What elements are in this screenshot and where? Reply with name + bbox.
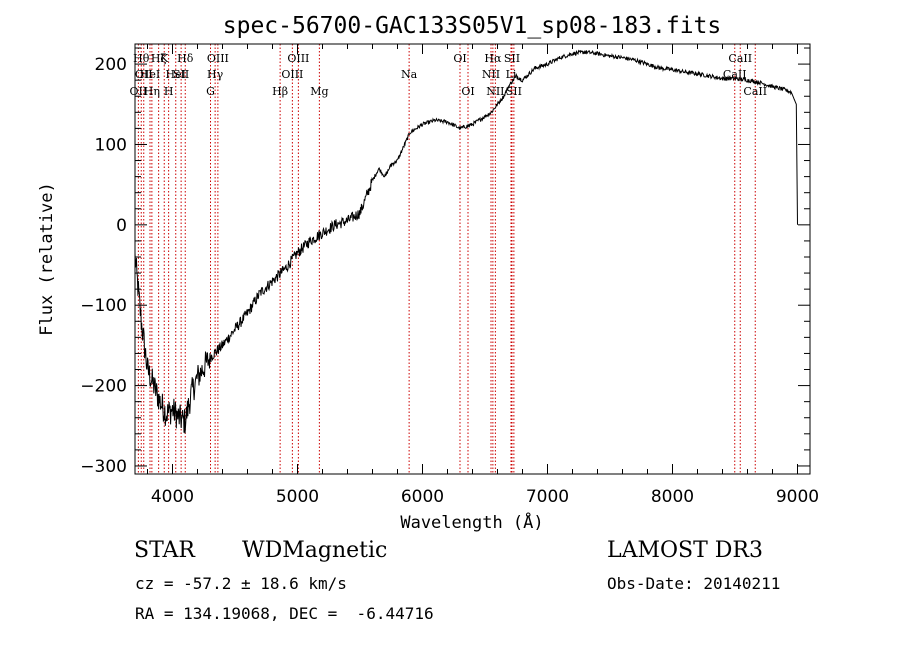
y-tick-label-5: 200 <box>95 55 127 75</box>
survey-name: LAMOST DR3 <box>607 538 763 563</box>
x-tick-label-4: 8000 <box>651 487 694 507</box>
line-marker-label-27: CaII <box>723 68 747 81</box>
object-subclass: WDMagnetic <box>242 538 388 563</box>
observation-date: Obs-Date: 20140211 <box>607 574 781 593</box>
y-tick-label-4: 100 <box>95 135 127 155</box>
x-axis-label: Wavelength (Å) <box>400 511 543 533</box>
line-marker-label-12: Hγ <box>207 68 224 81</box>
line-marker-label-21: NII <box>482 68 500 81</box>
line-markers <box>137 44 756 474</box>
line-marker-label-14: Hβ <box>272 85 288 98</box>
flux-series-line <box>134 49 798 434</box>
line-marker-label-11: G <box>206 85 215 98</box>
x-axis: 4000 5000 6000 7000 8000 9000 <box>147 44 819 507</box>
object-class: STAR <box>134 538 195 563</box>
y-tick-label-1: −200 <box>80 377 127 397</box>
line-marker-label-1: Hθ <box>133 52 150 65</box>
line-marker-label-9: SII <box>173 68 189 81</box>
line-marker-label-10: Hδ <box>177 52 194 65</box>
line-marker-label-13: OIII <box>207 52 229 65</box>
line-marker-label-15: OIII <box>281 68 303 81</box>
chart-title: spec-56700-GAC133S05V1_sp08-183.fits <box>223 13 722 39</box>
line-marker-label-7: H <box>164 85 174 98</box>
line-marker-label-8: HeI <box>166 68 186 81</box>
line-marker-label-28: CaII <box>728 52 752 65</box>
line-marker-label-2: OII <box>135 68 153 81</box>
line-marker-label-25: SII <box>504 52 520 65</box>
y-axis: −300 −200 −100 0 100 200 <box>80 47 810 477</box>
y-axis-label: Flux (relative) <box>37 182 57 336</box>
x-tick-label-1: 5000 <box>276 487 319 507</box>
line-marker-label-26: SII <box>506 85 522 98</box>
x-tick-label-0: 4000 <box>151 487 194 507</box>
line-marker-label-16: OIII <box>287 52 309 65</box>
line-marker-label-3: HeI <box>140 68 160 81</box>
coordinates-readout: RA = 134.19068, DEC = -6.44716 <box>135 604 434 623</box>
line-marker-label-23: NII <box>486 85 504 98</box>
line-marker-label-29: CaII <box>743 85 767 98</box>
line-marker-label-6: K <box>160 52 169 65</box>
x-tick-label-2: 6000 <box>401 487 444 507</box>
line-marker-label-24: Li <box>506 68 517 81</box>
y-tick-label-2: −100 <box>80 296 127 316</box>
line-marker-label-20: OI <box>461 85 474 98</box>
x-tick-label-5: 9000 <box>776 487 819 507</box>
y-tick-label-0: −300 <box>80 457 127 477</box>
marker-labels: OIIHθOIIHeIHηHζKHHeISIIHδGHγOIIIHβOIIIOI… <box>130 52 768 98</box>
x-tick-label-3: 7000 <box>526 487 569 507</box>
plot-frame <box>134 43 811 475</box>
line-marker-label-4: Hη <box>144 85 160 98</box>
y-tick-label-3: 0 <box>116 216 127 236</box>
line-marker-label-22: Hα <box>484 52 502 65</box>
line-marker-label-0: OII <box>130 85 148 98</box>
redshift-readout: cz = -57.2 ± 18.6 km/s <box>135 574 347 593</box>
line-marker-label-18: Na <box>401 68 418 81</box>
line-marker-label-5: Hζ <box>151 52 167 65</box>
line-marker-label-17: Mg <box>310 85 328 98</box>
line-marker-label-19: OI <box>453 52 466 65</box>
